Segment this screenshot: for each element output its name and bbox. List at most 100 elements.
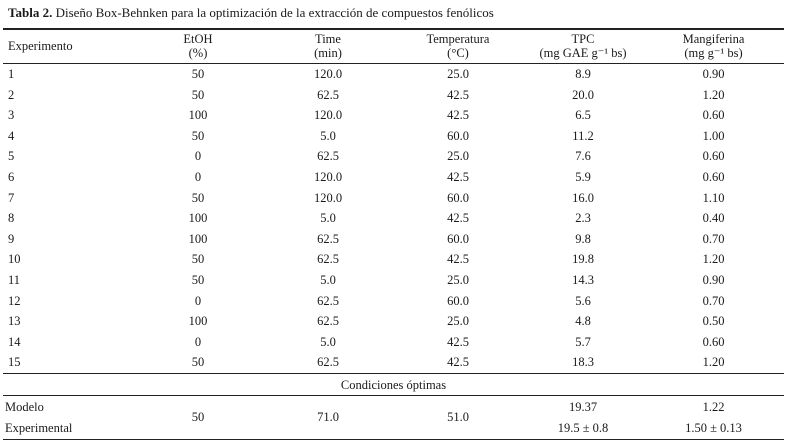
table-row: 3 100 120.0 42.5 6.5 0.60 [3,105,784,126]
cell-mangiferina: 0.90 [702,273,725,288]
cell-tpc: 14.3 [572,273,594,288]
table-caption: Tabla 2. Diseño Box-Behnken para la opti… [8,5,784,20]
column-header-time: Time (min) [263,29,393,64]
cell-etoh: 50 [191,87,205,102]
column-unit: (min) [314,45,342,60]
table-row: 11 50 5.0 25.0 14.3 0.90 [3,270,784,291]
cell-etoh: 100 [188,211,208,226]
cell-experimento: 2 [8,87,15,102]
cell-experimento: 4 [8,128,15,143]
box-behnken-table: Experimento EtOH (%) Time (min) Temperat… [3,28,784,440]
cell-mangiferina: 0.60 [702,108,725,123]
cell-tpc: 4.8 [575,314,591,329]
column-header-etoh: EtOH (%) [133,29,263,64]
cell-etoh: 100 [188,108,208,123]
optimal-section: Condiciones óptimas Modelo 50 71.0 51.0 … [3,373,784,440]
cell-time: 62.5 [317,252,339,267]
cell-temperatura: 25.0 [447,314,469,329]
column-unit: (mg GAE g⁻¹ bs) [539,45,627,60]
table-row: 9 100 62.5 60.0 9.8 0.70 [3,229,784,250]
column-name: Time [315,32,341,46]
row-label-modelo: Modelo [5,399,44,414]
optimal-tpc-experimental: 19.5 ± 0.8 [557,421,609,436]
table-row: 4 50 5.0 60.0 11.2 1.00 [3,126,784,147]
cell-etoh: 100 [188,231,208,246]
table-row: 13 100 62.5 25.0 4.8 0.50 [3,311,784,332]
row-label-experimental: Experimental [5,421,73,436]
cell-tpc: 5.9 [575,170,591,185]
cell-time: 120.0 [313,190,343,205]
column-header-experimento: Experimento [3,29,133,64]
cell-mangiferina: 1.20 [702,87,725,102]
column-name: Experimento [8,38,73,53]
cell-etoh: 0 [194,170,202,185]
table-row: 2 50 62.5 42.5 20.0 1.20 [3,85,784,106]
table-row: 5 0 62.5 25.0 7.6 0.60 [3,146,784,167]
cell-experimento: 8 [8,211,15,226]
table-row: 6 0 120.0 42.5 5.9 0.60 [3,167,784,188]
header-row: Experimento EtOH (%) Time (min) Temperat… [3,29,784,64]
cell-temperatura: 60.0 [447,231,469,246]
cell-temperatura: 60.0 [447,293,469,308]
table-row: 1 50 120.0 25.0 8.9 0.90 [3,64,784,85]
cell-mangiferina: 0.50 [702,314,725,329]
cell-tpc: 11.2 [572,128,594,143]
column-name: TPC [571,32,595,46]
column-name: Mangiferina [682,32,745,46]
cell-mangiferina: 0.90 [702,67,725,82]
cell-tpc: 6.5 [575,108,591,123]
optimal-mangiferina-modelo: 1.22 [702,399,725,414]
cell-etoh: 50 [191,67,205,82]
column-name: EtOH [183,32,213,46]
cell-experimento: 1 [8,67,15,82]
cell-experimento: 11 [8,273,21,288]
cell-etoh: 50 [191,128,205,143]
column-header-tpc: TPC (mg GAE g⁻¹ bs) [523,29,643,64]
cell-tpc: 5.6 [575,293,591,308]
table-row: 10 50 62.5 42.5 19.8 1.20 [3,249,784,270]
cell-etoh: 0 [194,149,202,164]
table-row: 8 100 5.0 42.5 2.3 0.40 [3,208,784,229]
cell-tpc: 7.6 [575,149,591,164]
cell-tpc: 18.3 [572,355,594,370]
table-body: 1 50 120.0 25.0 8.9 0.90 2 50 62.5 42.5 20.0 1.20 3 1… [3,64,784,374]
cell-experimento: 7 [8,190,15,205]
cell-etoh: 50 [191,355,205,370]
column-header-mangiferina: Mangiferina (mg g⁻¹ bs) [643,29,784,64]
column-unit: (mg g⁻¹ bs) [684,45,743,60]
cell-temperatura: 60.0 [447,190,469,205]
cell-temperatura: 42.5 [447,108,469,123]
cell-tpc: 5.7 [575,334,591,349]
table-row: 7 50 120.0 60.0 16.0 1.10 [3,188,784,209]
cell-time: 62.5 [317,149,339,164]
table-row: 14 0 5.0 42.5 5.7 0.60 [3,332,784,353]
table-caption-label: Tabla 2. [8,5,53,20]
cell-time: 62.5 [317,314,339,329]
cell-time: 120.0 [313,108,343,123]
cell-time: 120.0 [313,67,343,82]
column-header-temperatura: Temperatura (°C) [393,29,523,64]
cell-experimento: 9 [8,231,15,246]
cell-mangiferina: 0.60 [702,149,725,164]
cell-experimento: 6 [8,170,15,185]
cell-mangiferina: 0.60 [702,170,725,185]
cell-time: 5.0 [320,273,336,288]
cell-mangiferina: 0.40 [702,211,725,226]
cell-etoh: 0 [194,334,202,349]
cell-etoh: 50 [191,252,205,267]
cell-tpc: 16.0 [572,190,594,205]
table-header: Experimento EtOH (%) Time (min) Temperat… [3,29,784,64]
optimal-mangiferina-experimental: 1.50 ± 0.13 [685,421,742,436]
cell-tpc: 20.0 [572,87,594,102]
cell-time: 120.0 [313,170,343,185]
optimal-temperatura-value: 51.0 [447,410,469,425]
cell-experimento: 15 [8,355,21,370]
cell-experimento: 13 [8,314,21,329]
cell-time: 5.0 [320,128,336,143]
cell-etoh: 50 [191,273,205,288]
table-row-experimental: Experimental 19.5 ± 0.8 1.50 ± 0.13 [3,418,784,440]
cell-etoh: 100 [188,314,208,329]
cell-tpc: 9.8 [575,231,591,246]
column-name: Temperatura [426,32,490,46]
cell-temperatura: 42.5 [447,334,469,349]
